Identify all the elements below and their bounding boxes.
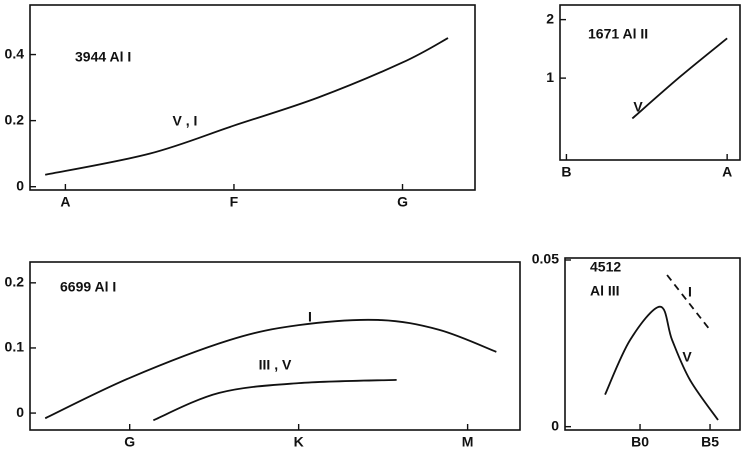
y-tick-label: 0.05 [532,251,559,267]
x-tick-label: M [462,434,474,450]
panel-frame [29,4,476,191]
series-label: I [688,284,692,300]
panel-title: 3944 Al I [75,49,131,65]
series-line [44,37,449,176]
x-tick-label: B0 [631,434,649,450]
y-tick-label: 0.4 [5,45,25,61]
x-tick-label: G [397,194,408,210]
y-tick-label: 0 [551,417,559,433]
x-tick-label: B5 [701,434,719,450]
x-tick-label: G [124,434,135,450]
series-label: V , I [173,113,198,129]
x-tick-label: K [294,434,304,450]
series-label: V [633,99,643,115]
y-tick-label: 0 [16,177,24,193]
x-tick-label: F [230,194,239,210]
panel-title: 1671 Al II [588,26,648,42]
series-line [44,318,497,420]
y-tick-label: 0.2 [5,111,25,127]
panel-frame [559,4,741,161]
x-tick-label: A [722,164,732,180]
series-line [631,37,728,120]
y-tick-label: 2 [546,10,554,26]
x-tick-label: A [60,194,70,210]
series-line [152,378,397,422]
y-tick-label: 0.2 [5,274,25,290]
series-label: V [682,349,692,365]
series-label: III , V [259,357,292,373]
panel-frame [29,261,521,431]
y-tick-label: 0 [16,404,24,420]
series-line [604,305,719,421]
x-tick-label: B [561,164,571,180]
panel-frame [564,257,741,431]
panel-title: 6699 Al I [60,279,116,295]
y-tick-label: 1 [546,69,554,85]
panel-title: Al III [590,283,620,299]
series-line [666,274,711,331]
series-label: I [308,309,312,325]
panel-title: 4512 [590,259,621,275]
y-tick-label: 0.1 [5,339,25,355]
